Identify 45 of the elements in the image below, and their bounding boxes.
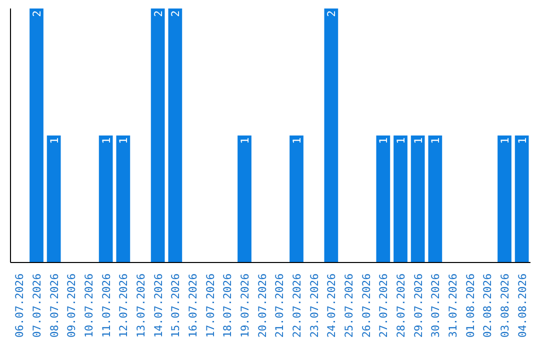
- x-tick-label: 17.07.2026: [204, 274, 217, 338]
- data-label: 1: [516, 137, 529, 144]
- x-tick-label: 08.07.2026: [48, 274, 61, 338]
- x-tick-label: 20.07.2026: [256, 274, 269, 338]
- x-tick-label: 18.07.2026: [221, 274, 234, 338]
- data-label: 1: [117, 137, 130, 144]
- x-tick-label: 31.07.2026: [446, 274, 460, 338]
- data-label: 1: [100, 137, 113, 144]
- x-tick-label: 26.07.2026: [360, 274, 373, 338]
- x-tick-label: 12.07.2026: [117, 274, 130, 338]
- x-tick-label: 11.07.2026: [100, 274, 113, 338]
- data-label: 1: [238, 137, 252, 144]
- data-label: 1: [290, 137, 304, 144]
- x-tick-label: 24.07.2026: [325, 274, 338, 338]
- x-tick-label: 04.08.2026: [516, 274, 529, 338]
- x-tick-label: 09.07.2026: [65, 274, 78, 338]
- data-label: 1: [498, 137, 512, 144]
- x-tick-label: 14.07.2026: [152, 274, 165, 338]
- data-label: 2: [169, 10, 182, 17]
- x-tick-label: 23.07.2026: [308, 274, 321, 338]
- data-label: 1: [48, 137, 61, 144]
- x-tick-label: 03.08.2026: [498, 274, 512, 338]
- data-label: 1: [429, 137, 442, 144]
- x-tick-label: 22.07.2026: [290, 274, 304, 338]
- x-tick-label: 30.07.2026: [429, 274, 442, 338]
- x-tick-label: 01.08.2026: [464, 274, 477, 338]
- data-label: 1: [377, 137, 390, 144]
- x-tick-label: 25.07.2026: [342, 274, 356, 338]
- x-tick-label: 02.08.2026: [481, 274, 494, 338]
- x-tick-label: 28.07.2026: [394, 274, 408, 338]
- x-tick-label: 10.07.2026: [82, 274, 96, 338]
- x-tick-label: 16.07.2026: [186, 274, 200, 338]
- x-tick-label: 27.07.2026: [377, 274, 390, 338]
- x-tick-label: 21.07.2026: [273, 274, 286, 338]
- x-tick-label: 19.07.2026: [238, 274, 252, 338]
- data-label: 2: [152, 10, 165, 17]
- data-label: 1: [412, 137, 425, 144]
- x-tick-label: 15.07.2026: [169, 274, 182, 338]
- x-tick-label: 29.07.2026: [412, 274, 425, 338]
- data-label: 2: [325, 10, 338, 17]
- x-tick-label: 07.07.2026: [30, 274, 44, 338]
- data-label: 1: [394, 137, 408, 144]
- x-tick-label: 06.07.2026: [13, 274, 26, 338]
- data-label: 2: [30, 10, 44, 17]
- x-tick-label: 13.07.2026: [134, 274, 148, 338]
